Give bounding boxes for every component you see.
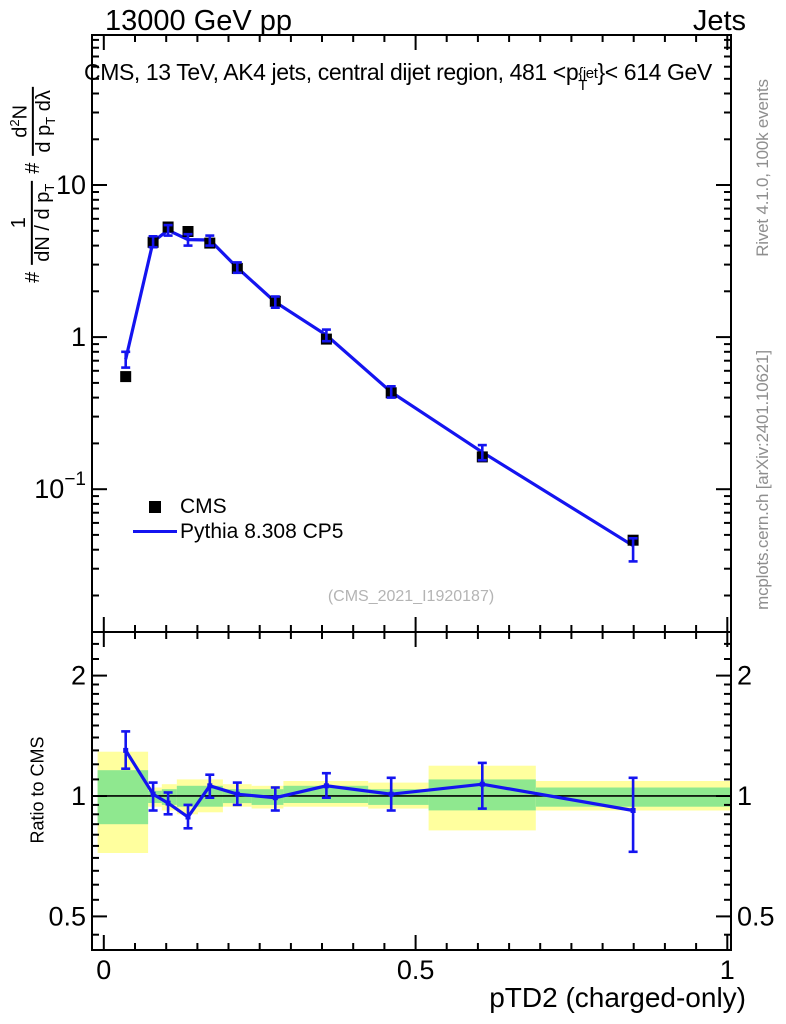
plot-title-suffix: }< 614 GeV: [597, 59, 713, 85]
x-tick-label: 1: [720, 955, 735, 985]
y-ratio-tick-label-left: 1: [71, 781, 86, 811]
cms-marker-icon: [130, 500, 180, 513]
x-tick-label: 0.5: [397, 955, 435, 985]
ratio-point: [234, 791, 240, 797]
ratio-point: [165, 800, 171, 806]
generator-version-caption: Rivet 4.1.0, 100k events: [753, 79, 772, 257]
cms-point: [182, 226, 194, 237]
y-main-tick-label: 10: [56, 170, 86, 200]
x-tick-label: 0: [96, 955, 111, 985]
y-ratio-tick-label-left: 0.5: [48, 901, 86, 931]
band-inner: [97, 770, 149, 825]
pt-jet-supsub: {jet T: [578, 65, 598, 94]
ratio-point: [185, 814, 191, 820]
legend-item-cms: CMS: [130, 494, 343, 519]
legend: CMS Pythia 8.308 CP5: [130, 494, 343, 544]
y-ratio-tick-label-right: 2: [737, 661, 752, 691]
ratio-point: [630, 808, 636, 813]
ratio-point: [150, 791, 156, 797]
legend-label-pythia: Pythia 8.308 CP5: [180, 519, 344, 543]
x-axis-title: pTD2 (charged-only): [489, 982, 746, 1013]
y-main-tick-label: 10−1: [34, 469, 86, 504]
ratio-error-bars: [121, 730, 638, 854]
hash-symbol: #: [21, 271, 44, 283]
axis-ticks: [92, 35, 731, 950]
y-ratio-tick-label-left: 2: [71, 661, 86, 691]
plot-title: CMS, 13 TeV, AK4 jets, central dijet reg…: [84, 59, 713, 94]
fraction-one-over-dndpt: 1 dN / d pT: [8, 180, 57, 265]
y-main-tick-label: 1: [71, 322, 86, 352]
ratio-panel-frame: [91, 631, 732, 951]
ratio-point: [123, 747, 129, 753]
ratio-point: [479, 781, 485, 787]
legend-label-cms: CMS: [180, 494, 227, 518]
legend-item-pythia: Pythia 8.308 CP5: [130, 519, 343, 544]
y-ratio-tick-label-right: 0.5: [737, 901, 775, 931]
ratio-uncertainty-bands: [97, 751, 731, 853]
y-axis-title-ratio: Ratio to CMS: [27, 736, 48, 844]
plot-title-prefix: CMS, 13 TeV, AK4 jets, central dijet reg…: [84, 59, 579, 85]
ratio-point: [388, 791, 394, 797]
analysis-id-watermark: (CMS_2021_I1920187): [327, 588, 495, 605]
ratio-point: [323, 783, 329, 789]
analysis-group-label: Jets: [692, 5, 746, 37]
plot-title-sup: {jet: [578, 65, 598, 82]
ratio-point: [207, 783, 213, 789]
cms-point: [120, 371, 132, 383]
fraction-d2n-dptdlambda: d2N d pT dλ: [7, 87, 58, 156]
hash-symbol: #: [21, 162, 44, 174]
y-axis-title-main: # 1 dN / d pT # d2N d pT dλ: [7, 87, 58, 283]
beam-energy-label: 13000 GeV pp: [105, 5, 293, 37]
mcplots-reference-caption: mcplots.cern.ch [arXiv:2401.10621]: [753, 350, 772, 610]
ratio-point: [272, 795, 278, 801]
pythia-line-icon: [130, 530, 180, 533]
y-ratio-tick-label-right: 1: [737, 781, 752, 811]
pythia-error-bars: [121, 223, 638, 563]
plot-title-sub: T: [578, 77, 587, 94]
